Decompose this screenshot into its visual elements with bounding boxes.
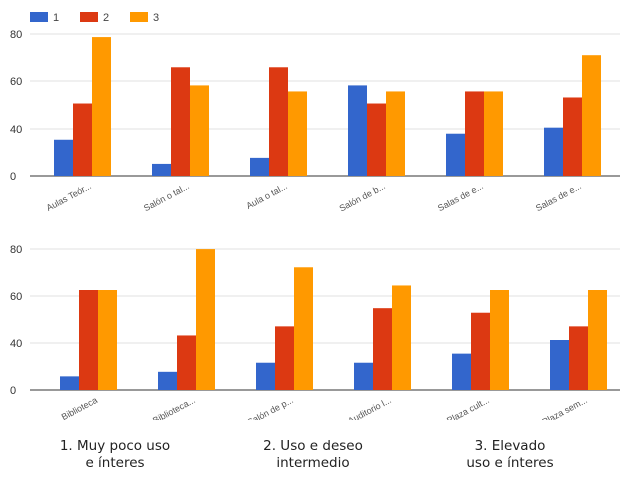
- caption-2: 2. Uso e deseo intermedio: [228, 438, 398, 472]
- bar-series-2-2: [171, 67, 190, 176]
- bar-series-3-3: [294, 267, 313, 390]
- bar-series-3-4: [392, 285, 411, 390]
- legend: 1 2 3: [30, 12, 159, 24]
- legend-label-3: 3: [153, 12, 159, 24]
- y-tick-label: 40: [10, 124, 22, 136]
- y-tick-label: 40: [10, 338, 22, 350]
- caption-1-line2: e ínteres: [85, 455, 145, 471]
- x-tick-label: Auditorio l...: [346, 395, 393, 420]
- bar-series-3-6: [588, 290, 607, 390]
- bar-series-3-5: [490, 290, 509, 390]
- bar-series-3-5: [484, 91, 503, 176]
- bar-series-3-6: [582, 55, 601, 177]
- bar-series-2-3: [269, 67, 288, 176]
- bar-series-1-3: [256, 362, 275, 390]
- x-tick-label: Salas de e...: [534, 181, 583, 213]
- caption-2-line1: 2. Uso e deseo: [263, 438, 363, 454]
- bar-series-2-5: [471, 312, 490, 390]
- legend-swatch-3: [130, 12, 148, 22]
- legend-swatch-2: [80, 12, 98, 22]
- x-tick-label: Salón o tal...: [142, 181, 191, 213]
- bar-series-2-4: [373, 308, 392, 390]
- bar-series-1-4: [348, 85, 367, 176]
- bar-series-2-6: [569, 326, 588, 390]
- bar-charts: 1 2 3 0 40 60 80 Aulas Teór... Salón o tal... Au…: [10, 12, 620, 420]
- bar-series-3-3: [288, 91, 307, 176]
- x-tick-label: Plaza sem...: [541, 395, 589, 420]
- bar-series-3-1: [92, 37, 111, 176]
- x-tick-label: Biblioteca: [60, 395, 99, 420]
- bar-series-3-2: [190, 85, 209, 176]
- x-tick-label: Aulas Teór...: [45, 181, 93, 213]
- bar-series-1-2: [152, 163, 171, 176]
- y-tick-label: 0: [10, 171, 16, 183]
- caption-1-line1: 1. Muy poco uso: [59, 438, 171, 454]
- legend-label-1: 1: [53, 12, 59, 24]
- legend-swatch-1: [30, 12, 48, 22]
- chart-top: 0 40 60 80 Aulas Teór... Salón o tal... Aula o…: [10, 29, 620, 213]
- bar-series-2-3: [275, 326, 294, 390]
- chart-bottom: 0 40 60 80 Biblioteca Biblioteca... Salón de p…: [10, 244, 620, 420]
- bar-series-1-5: [446, 133, 465, 176]
- bar-series-1-5: [452, 353, 471, 390]
- bar-series-2-4: [367, 103, 386, 176]
- x-tick-label: Salas de e...: [436, 181, 485, 213]
- bar-series-2-1: [79, 290, 98, 390]
- bar-series-2-2: [177, 335, 196, 390]
- bar-series-1-4: [354, 362, 373, 390]
- x-tick-label: Salón de b...: [338, 181, 387, 214]
- bar-series-1-1: [60, 376, 79, 390]
- bar-series-1-6: [544, 127, 563, 176]
- x-tick-label: Plaza cult...: [445, 395, 491, 420]
- bar-series-1-2: [158, 371, 177, 390]
- bar-series-3-2: [196, 249, 215, 390]
- legend-label-2: 2: [103, 12, 109, 24]
- x-tick-label: Aula o tal...: [244, 181, 288, 211]
- bar-series-1-1: [54, 139, 73, 176]
- caption-3-line2: uso e ínteres: [466, 455, 554, 471]
- bar-series-3-1: [98, 290, 117, 390]
- y-tick-label: 0: [10, 385, 16, 397]
- caption-2-line2: intermedio: [276, 455, 350, 471]
- bar-series-2-1: [73, 103, 92, 176]
- y-tick-label: 80: [10, 29, 22, 41]
- caption-3: 3. Elevado uso e ínteres: [425, 438, 595, 472]
- x-tick-label: Biblioteca...: [151, 395, 197, 420]
- bar-series-1-3: [250, 157, 269, 176]
- bar-series-3-4: [386, 91, 405, 176]
- bar-series-1-6: [550, 340, 569, 390]
- caption-3-line1: 3. Elevado: [474, 438, 546, 454]
- y-tick-label: 80: [10, 244, 22, 256]
- y-tick-label: 60: [10, 291, 22, 303]
- caption-1: 1. Muy poco uso e ínteres: [30, 438, 200, 472]
- bar-series-2-5: [465, 91, 484, 176]
- bar-series-2-6: [563, 97, 582, 176]
- y-tick-label: 60: [10, 76, 22, 88]
- x-tick-label: Salón de p...: [246, 395, 295, 420]
